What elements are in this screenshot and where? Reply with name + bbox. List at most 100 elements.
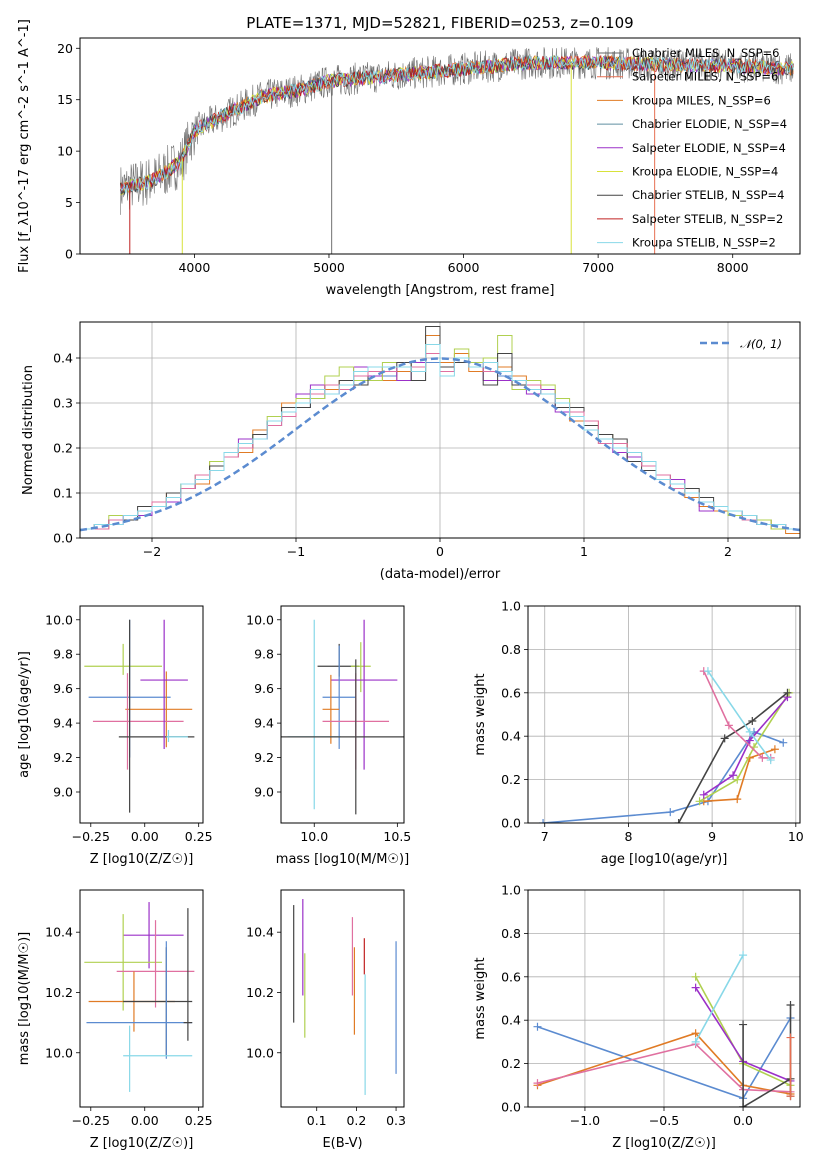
weight-marker	[766, 756, 775, 765]
y-tick-label: 9.0	[254, 785, 274, 800]
weight-series	[699, 692, 790, 802]
plot-area	[120, 47, 794, 254]
axis-label: Flux [f_λ10^-17 erg cm^-2 s^-1 A^-1]	[17, 19, 32, 273]
weight-marker	[674, 819, 683, 823]
y-tick-label: 15	[57, 92, 73, 107]
x-tick-label: 0.25	[185, 829, 213, 844]
y-tick-label: 1.0	[501, 883, 521, 898]
errorbar-point	[123, 902, 184, 969]
legend-entry: 𝒩(0, 1)	[740, 337, 782, 351]
weight-series	[707, 670, 772, 761]
errorbar-point	[125, 671, 193, 748]
weight-series	[703, 670, 771, 759]
axis-label: mass [log10(M/M☉)]	[276, 852, 409, 867]
weight-marker	[703, 667, 712, 676]
weight-marker	[745, 736, 754, 745]
axis-label: Z [log10(Z/Z☉)]	[90, 852, 194, 867]
x-tick-label: 0.2	[346, 1113, 366, 1128]
legend-entry: Salpeter MILES, N_SSP=6	[632, 70, 778, 84]
spectrum-model-line	[120, 55, 794, 197]
weight-marker	[786, 1001, 795, 1010]
y-tick-label: 0.1	[53, 486, 73, 501]
weight-marker	[733, 795, 742, 804]
x-tick-label: −1	[287, 544, 305, 559]
y-tick-label: 9.8	[53, 647, 73, 662]
errorbar-point	[84, 643, 162, 675]
errorbar-point	[317, 643, 360, 677]
weight-marker	[748, 717, 757, 726]
y-tick-label: 9.4	[254, 716, 274, 731]
weight-marker	[783, 688, 792, 697]
x-tick-label: 7000	[582, 260, 614, 275]
weight-marker	[745, 727, 754, 736]
axes-frame	[527, 889, 801, 1108]
y-tick-label: 10.4	[45, 925, 73, 940]
y-tick-label: 9.6	[254, 681, 274, 696]
weight-marker	[786, 1033, 795, 1042]
x-tick-label: 0.0	[733, 1113, 753, 1128]
errorbar-point	[140, 619, 188, 749]
weight-marker	[691, 972, 700, 981]
x-tick-label: 10.0	[300, 829, 328, 844]
panel-mass-vs-Z: −0.25 0.00 0.25 10.0 10.2 10.4 Z [log10(Z/Z☉)]…	[17, 889, 213, 1151]
spectrum-model-line	[120, 54, 794, 194]
y-tick-label: 0.8	[501, 642, 521, 657]
weight-marker	[695, 797, 704, 806]
y-tick-label: 0.4	[501, 1013, 521, 1028]
axes-frame	[79, 321, 801, 539]
weight-series	[742, 1078, 791, 1107]
errorbar-point	[330, 619, 398, 770]
axis-label: E(B-V)	[322, 1136, 362, 1151]
axes-frame	[79, 605, 204, 824]
errorbar-point	[84, 914, 162, 1011]
errorbar-point	[322, 645, 356, 749]
weight-marker	[729, 771, 738, 780]
weight-marker	[533, 1022, 542, 1031]
weight-marker	[691, 1029, 700, 1038]
weight-marker	[724, 721, 733, 730]
panel-mass-weight-vs-age: 7 8 9 10 0.0 0.2 0.4 0.6 0.8 1.0 age [log10(age/yr…	[473, 599, 804, 868]
x-tick-label: 0.25	[185, 1113, 213, 1128]
x-tick-label: 0.1	[307, 1113, 327, 1128]
x-tick-label: 10	[788, 829, 804, 844]
y-tick-label: 0.2	[53, 441, 73, 456]
legend: Chabrier MILES, N_SSP=6 Salpeter MILES, N…	[597, 46, 787, 250]
weight-marker	[786, 1092, 795, 1101]
x-tick-label: 2	[724, 544, 732, 559]
errorbar-point	[287, 619, 341, 810]
panel-age-vs-mass: 10.0 10.5 9.0 9.2 9.4 9.6 9.8 10.0 mass [log10(M…	[246, 605, 411, 867]
legend-entry: Kroupa STELIB, N_SSP=2	[632, 236, 776, 250]
y-tick-label: 0.6	[501, 969, 521, 984]
weight-marker	[666, 808, 675, 817]
plot-area	[84, 619, 195, 813]
axis-label: age [log10(age/yr)]	[17, 651, 32, 778]
weight-series	[703, 748, 776, 803]
plot-area	[293, 899, 397, 1095]
y-tick-label: 0.4	[501, 729, 521, 744]
y-tick-label: 0.8	[501, 926, 521, 941]
errorbar-point	[322, 674, 340, 744]
x-tick-label: 8	[624, 829, 632, 844]
legend-entry: Chabrier STELIB, N_SSP=4	[632, 188, 784, 202]
x-tick-label: 6000	[448, 260, 480, 275]
x-tick-label: 0.00	[131, 829, 159, 844]
y-tick-label: 0	[65, 247, 73, 262]
axis-label: Z [log10(Z/Z☉)]	[612, 1136, 716, 1151]
axis-label: mass weight	[473, 957, 488, 1039]
weight-marker	[779, 738, 788, 747]
x-tick-label: 8000	[717, 260, 749, 275]
y-tick-label: 9.6	[53, 681, 73, 696]
y-tick-label: 9.8	[254, 647, 274, 662]
y-tick-label: 5	[65, 195, 73, 210]
y-tick-label: 10.0	[45, 1045, 73, 1060]
histogram-series	[80, 344, 800, 530]
y-tick-label: 9.2	[53, 750, 73, 765]
weight-marker	[758, 753, 767, 762]
weight-series	[703, 696, 789, 796]
y-tick-label: 0.4	[53, 351, 73, 366]
y-tick-label: 0.2	[501, 1056, 521, 1071]
weight-series	[537, 1043, 791, 1093]
legend-entry: Chabrier MILES, N_SSP=6	[632, 46, 779, 60]
